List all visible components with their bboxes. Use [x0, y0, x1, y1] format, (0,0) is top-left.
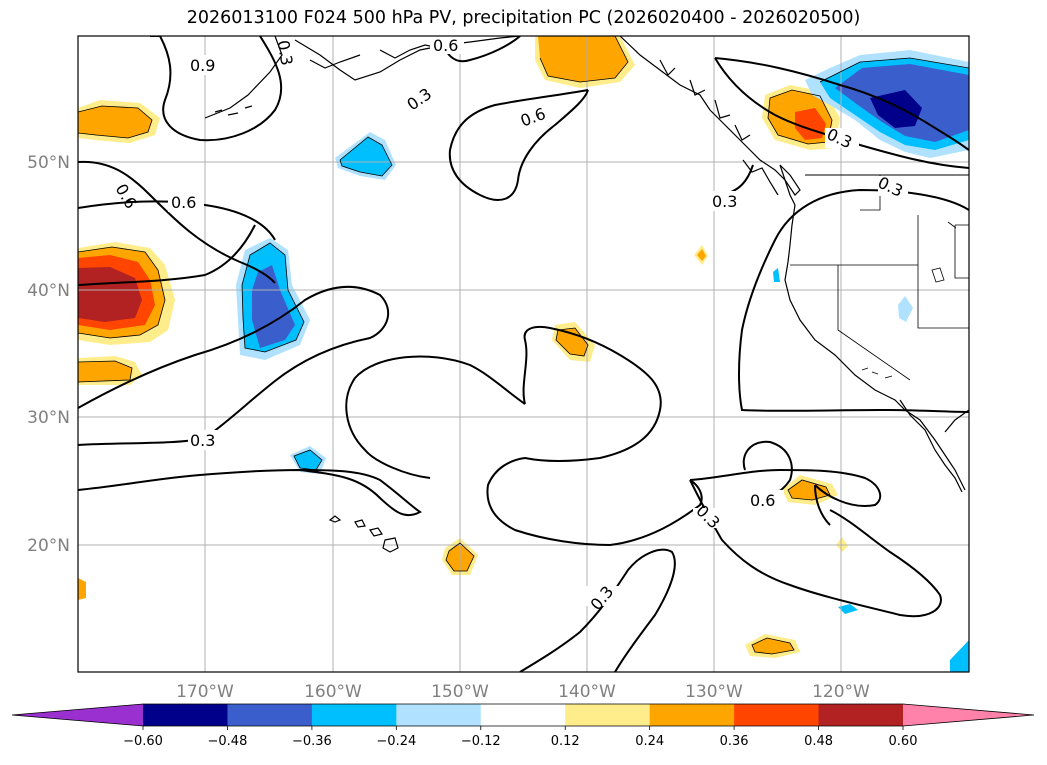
colorbar-tick-label: 0.48 [804, 734, 833, 749]
lon-label: 160°W [304, 682, 362, 702]
lon-label: 130°W [685, 682, 743, 702]
lat-label: 50°N [27, 153, 70, 173]
contour-label: 0.3 [273, 39, 296, 67]
contour-label: 0.3 [190, 431, 215, 450]
contour-label: 0.6 [433, 36, 458, 55]
lat-label: 20°N [27, 536, 70, 556]
lat-label: 40°N [27, 281, 70, 301]
contour-label: 0.9 [190, 56, 215, 75]
colorbar-segment [480, 704, 566, 726]
colorbar-segment [396, 704, 482, 726]
lon-label: 170°W [176, 682, 234, 702]
colorbar-tick-label: −0.60 [123, 734, 163, 749]
colorbar-tick-label: −0.24 [376, 734, 416, 749]
contour-label: 0.6 [171, 193, 196, 212]
coastlines [204, 36, 969, 553]
colorbar-tick-label: −0.12 [461, 734, 501, 749]
colorbar-segment [649, 704, 735, 726]
colorbar-segment [818, 704, 904, 726]
colorbar-tick-label: 0.12 [551, 734, 580, 749]
colorbar-segment [311, 704, 397, 726]
colorbar-tick-label: −0.48 [208, 734, 248, 749]
colorbar: −0.60 −0.48 −0.36 −0.24 −0.12 0.12 0.24 0.36 0.4… [11, 703, 1035, 749]
lon-label: 140°W [558, 682, 616, 702]
contour-label: 0.3 [712, 192, 737, 211]
colorbar-segment [12, 704, 143, 726]
precip-outlines [78, 36, 969, 655]
lon-label: 120°W [812, 682, 870, 702]
contour-labels: 0.9 0.6 0.3 0.6 0.6 0.6 0.3 0.3 0.3 0.3 … [112, 36, 908, 614]
colorbar-tick-label: 0.24 [635, 734, 664, 749]
lat-label: 30°N [27, 408, 70, 428]
latitude-labels: 50°N 40°N 30°N 20°N [27, 153, 70, 556]
colorbar-segment [903, 704, 1034, 726]
contour-label: 0.6 [750, 491, 775, 510]
colorbar-segment [143, 704, 228, 726]
map-title: 2026013100 F024 500 hPa PV, precipitatio… [186, 8, 861, 28]
colorbar-tick-label: 0.36 [720, 734, 749, 749]
longitude-labels: 170°W 160°W 150°W 140°W 130°W 120°W [176, 682, 870, 702]
colorbar-segment [734, 704, 820, 726]
colorbar-tick-label: −0.36 [292, 734, 332, 749]
colorbar-segment [227, 704, 313, 726]
colorbar-segment [565, 704, 651, 726]
precip-shading [78, 36, 969, 672]
map-border [77, 35, 970, 673]
lon-label: 150°W [431, 682, 489, 702]
colorbar-tick-label: 0.60 [889, 734, 918, 749]
